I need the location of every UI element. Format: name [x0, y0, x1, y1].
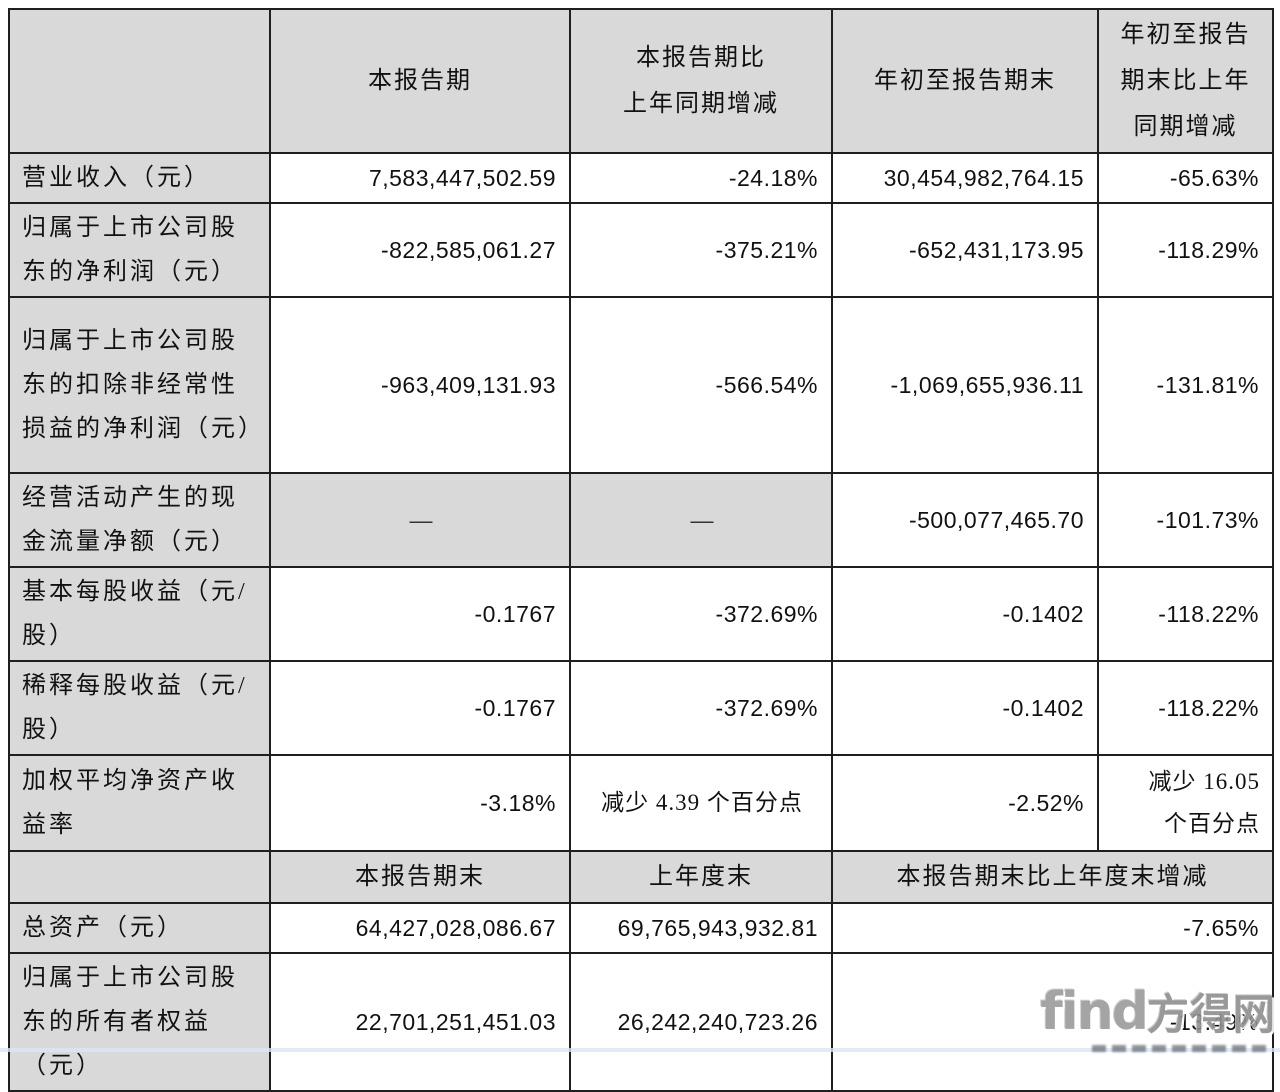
cell-value: -65.63% — [1097, 152, 1274, 204]
header-yoy-change: 本报告期比 上年同期增减 — [569, 8, 833, 154]
table-row: 归属于上市公司股东的所有者权益（元） 22,701,251,451.03 26,… — [8, 952, 1274, 1092]
cell-value: -118.22% — [1097, 660, 1274, 756]
table-row: 基本每股收益（元/股） -0.1767 -372.69% -0.1402 -11… — [8, 566, 1274, 662]
cell-value: 26,242,240,723.26 — [569, 952, 833, 1092]
table-row: 归属于上市公司股东的扣除非经常性损益的净利润（元） -963,409,131.9… — [8, 296, 1274, 474]
cell-value: -7.65% — [831, 902, 1274, 954]
table-row: 稀释每股收益（元/股） -0.1767 -372.69% -0.1402 -11… — [8, 660, 1274, 756]
row-label-revenue: 营业收入（元） — [8, 152, 271, 204]
header-row-period-end: 本报告期末 上年度末 本报告期末比上年度末增减 — [8, 850, 1274, 904]
header-row-period: 本报告期 本报告期比 上年同期增减 年初至报告期末 年初至报告 期末比上年 同期… — [8, 8, 1274, 154]
cell-value: -1,069,655,936.11 — [831, 296, 1099, 474]
cell-value: -118.22% — [1097, 566, 1274, 662]
row-label-basic-eps: 基本每股收益（元/股） — [8, 566, 271, 662]
cell-value: -963,409,131.93 — [269, 296, 571, 474]
cell-value: -101.73% — [1097, 472, 1274, 568]
cell-value: -131.81% — [1097, 296, 1274, 474]
header-end-of-period: 本报告期末 — [269, 850, 571, 904]
financial-summary-table: 本报告期 本报告期比 上年同期增减 年初至报告期末 年初至报告 期末比上年 同期… — [8, 8, 1274, 1092]
row-label-diluted-eps: 稀释每股收益（元/股） — [8, 660, 271, 756]
cell-value: 64,427,028,086.67 — [269, 902, 571, 954]
table-row: 加权平均净资产收益率 -3.18% 减少 4.39 个百分点 -2.52% 减少… — [8, 754, 1274, 852]
table-row: 营业收入（元） 7,583,447,502.59 -24.18% 30,454,… — [8, 152, 1274, 204]
cell-value: -652,431,173.95 — [831, 202, 1099, 298]
header-period-end-change: 本报告期末比上年度末增减 — [831, 850, 1274, 904]
cell-value: -375.21% — [569, 202, 833, 298]
header-end-of-last-year: 上年度末 — [569, 850, 833, 904]
table-row: 总资产（元） 64,427,028,086.67 69,765,943,932.… — [8, 902, 1274, 954]
cell-value: -500,077,465.70 — [831, 472, 1099, 568]
cell-value: 22,701,251,451.03 — [269, 952, 571, 1092]
row-label-weighted-roe: 加权平均净资产收益率 — [8, 754, 271, 852]
financial-report-page: 本报告期 本报告期比 上年同期增减 年初至报告期末 年初至报告 期末比上年 同期… — [0, 8, 1280, 1092]
cell-value: -0.1767 — [269, 566, 571, 662]
header-empty-cell — [8, 850, 271, 904]
cell-value: -2.52% — [831, 754, 1099, 852]
row-label-operating-cash-flow: 经营活动产生的现金流量净额（元） — [8, 472, 271, 568]
row-label-net-profit: 归属于上市公司股东的净利润（元） — [8, 202, 271, 298]
header-current-period: 本报告期 — [269, 8, 571, 154]
cell-value: -3.18% — [269, 754, 571, 852]
header-empty-cell — [8, 8, 271, 154]
watermark-underline-remnant — [1092, 1045, 1272, 1052]
table-row: 归属于上市公司股东的净利润（元） -822,585,061.27 -375.21… — [8, 202, 1274, 298]
row-label-total-assets: 总资产（元） — [8, 902, 271, 954]
cell-value: -13.49% — [831, 952, 1274, 1092]
cell-value: 7,583,447,502.59 — [269, 152, 571, 204]
cell-value: -822,585,061.27 — [269, 202, 571, 298]
cell-value: -118.29% — [1097, 202, 1274, 298]
cell-value: 减少 16.05 个百分点 — [1097, 754, 1274, 852]
cell-dash: — — [269, 472, 571, 568]
table-row: 经营活动产生的现金流量净额（元） — — -500,077,465.70 -10… — [8, 472, 1274, 568]
cell-value: -0.1767 — [269, 660, 571, 756]
cell-value: -24.18% — [569, 152, 833, 204]
cell-value: -372.69% — [569, 660, 833, 756]
cell-value: -372.69% — [569, 566, 833, 662]
bottom-edge-strip — [0, 1048, 1280, 1052]
cell-dash: — — [569, 472, 833, 568]
header-ytd: 年初至报告期末 — [831, 8, 1099, 154]
cell-value: -0.1402 — [831, 660, 1099, 756]
cell-value: 30,454,982,764.15 — [831, 152, 1099, 204]
row-label-owners-equity: 归属于上市公司股东的所有者权益（元） — [8, 952, 271, 1092]
cell-value: -566.54% — [569, 296, 833, 474]
cell-value: 69,765,943,932.81 — [569, 902, 833, 954]
cell-value: -0.1402 — [831, 566, 1099, 662]
row-label-deducted-net-profit: 归属于上市公司股东的扣除非经常性损益的净利润（元） — [8, 296, 271, 474]
cell-value: 减少 4.39 个百分点 — [569, 754, 833, 852]
header-ytd-yoy-change: 年初至报告 期末比上年 同期增减 — [1097, 8, 1274, 154]
